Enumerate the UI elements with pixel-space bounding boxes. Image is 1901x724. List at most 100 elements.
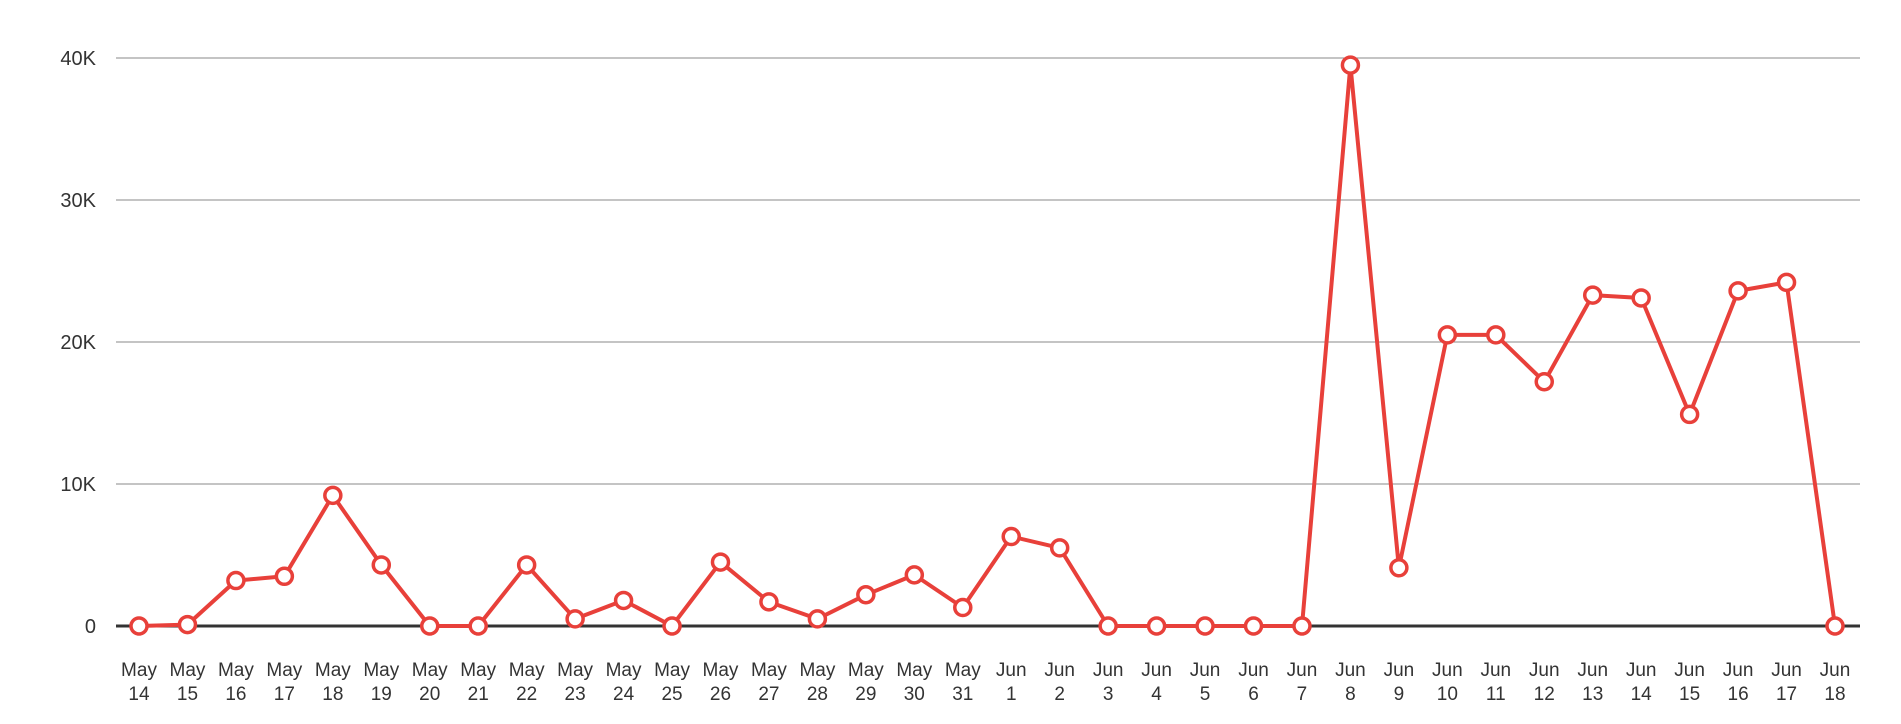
data-point[interactable]	[904, 565, 925, 585]
x-tick-month: May	[170, 660, 206, 681]
x-tick-month: Jun	[1674, 660, 1705, 681]
data-point[interactable]	[662, 616, 682, 636]
x-tick-day: 27	[758, 684, 779, 705]
x-tick-day: 19	[371, 684, 392, 705]
data-point[interactable]	[371, 555, 392, 575]
x-tick-label: Jun 13	[1577, 660, 1608, 705]
x-tick-month: Jun	[1141, 660, 1172, 681]
data-point[interactable]	[953, 597, 973, 618]
data-point[interactable]	[1049, 538, 1070, 558]
x-tick-label: Jun 15	[1674, 660, 1705, 705]
x-tick-month: May	[848, 660, 884, 681]
data-point[interactable]	[565, 609, 585, 629]
x-tick-month: May	[703, 660, 739, 681]
data-point[interactable]	[1534, 372, 1555, 392]
x-tick-label: Jun 14	[1626, 660, 1657, 705]
data-point[interactable]	[1825, 616, 1845, 636]
x-tick-month: May	[460, 660, 496, 681]
data-point[interactable]	[419, 616, 440, 636]
data-point[interactable]	[1679, 404, 1700, 425]
data-point[interactable]	[323, 485, 343, 506]
x-tick-day: 4	[1151, 684, 1162, 705]
data-point[interactable]	[1776, 272, 1797, 293]
x-tick-label: Jun 18	[1820, 660, 1851, 705]
data-point[interactable]	[468, 616, 488, 636]
data-point[interactable]	[759, 592, 779, 612]
x-tick-month: Jun	[1626, 660, 1657, 681]
x-tick-month: Jun	[1190, 660, 1221, 681]
data-point[interactable]	[516, 555, 537, 575]
x-tick-day: 6	[1248, 684, 1259, 705]
x-tick-month: Jun	[1529, 660, 1560, 681]
x-tick-label: May 19	[363, 660, 399, 705]
x-tick-label: Jun 11	[1480, 660, 1511, 705]
x-tick-label: May 17	[266, 660, 302, 705]
x-tick-day: 10	[1437, 684, 1458, 705]
x-tick-day: 7	[1297, 684, 1308, 705]
data-point[interactable]	[1728, 281, 1748, 301]
data-point[interactable]	[1389, 558, 1409, 578]
x-tick-day: 5	[1200, 684, 1211, 705]
x-tick-label: May 29	[848, 660, 884, 705]
x-tick-month: Jun	[1577, 660, 1608, 681]
data-point[interactable]	[1195, 616, 1215, 636]
x-tick-day: 16	[225, 684, 246, 705]
data-point[interactable]	[710, 552, 731, 572]
data-point[interactable]	[807, 609, 828, 629]
x-tick-day: 9	[1394, 684, 1405, 705]
data-point[interactable]	[1146, 616, 1167, 636]
x-tick-day: 25	[661, 684, 682, 705]
data-point[interactable]	[1292, 616, 1312, 636]
x-tick-label: Jun 6	[1238, 660, 1269, 705]
data-point[interactable]	[1243, 616, 1264, 636]
data-point[interactable]	[1098, 616, 1118, 636]
x-tick-month: Jun	[1820, 660, 1851, 681]
data-point[interactable]	[274, 566, 295, 587]
x-tick-label: Jun 8	[1335, 660, 1366, 705]
x-tick-label: Jun 9	[1384, 660, 1415, 705]
y-axis: 0 10K 20K 30K 40K	[60, 48, 96, 638]
data-point[interactable]	[1437, 325, 1458, 345]
x-tick-month: Jun	[1093, 660, 1124, 681]
x-tick-label: May 22	[509, 660, 545, 705]
x-tick-month: May	[509, 660, 545, 681]
x-tick-day: 3	[1103, 684, 1114, 705]
data-point[interactable]	[129, 616, 149, 636]
x-tick-label: Jun 1	[996, 660, 1027, 705]
x-tick-month: May	[412, 660, 448, 681]
x-tick-day: 13	[1582, 684, 1603, 705]
x-tick-month: Jun	[1384, 660, 1415, 681]
x-tick-label: May 30	[896, 660, 932, 705]
x-tick-label: May 16	[218, 660, 254, 705]
x-tick-label: Jun 2	[1044, 660, 1075, 705]
x-tick-day: 8	[1345, 684, 1356, 705]
x-tick-month: May	[266, 660, 302, 681]
x-tick-day: 21	[468, 684, 489, 705]
data-point[interactable]	[1631, 288, 1651, 308]
x-tick-label: Jun 16	[1723, 660, 1754, 705]
data-point[interactable]	[1582, 285, 1603, 305]
data-point[interactable]	[226, 570, 246, 591]
x-tick-day: 26	[710, 684, 731, 705]
x-tick-month: Jun	[996, 660, 1027, 681]
data-point[interactable]	[613, 590, 634, 611]
data-point[interactable]	[1001, 526, 1021, 547]
data-points	[129, 55, 1845, 636]
x-tick-day: 18	[322, 684, 343, 705]
x-tick-month: Jun	[1335, 660, 1366, 681]
grid-lines	[116, 57, 1860, 628]
data-point[interactable]	[1340, 55, 1361, 75]
x-tick-day: 14	[1631, 684, 1653, 705]
x-tick-month: May	[363, 660, 399, 681]
x-tick-month: Jun	[1044, 660, 1075, 681]
data-point[interactable]	[1486, 325, 1506, 345]
x-tick-label: Jun 10	[1432, 660, 1463, 705]
data-point[interactable]	[856, 585, 876, 605]
x-tick-label: May 27	[751, 660, 787, 705]
x-tick-day: 28	[807, 684, 828, 705]
x-tick-month: Jun	[1771, 660, 1802, 681]
data-point[interactable]	[177, 614, 198, 635]
x-tick-day: 22	[516, 684, 537, 705]
y-tick-label: 30K	[60, 190, 96, 212]
